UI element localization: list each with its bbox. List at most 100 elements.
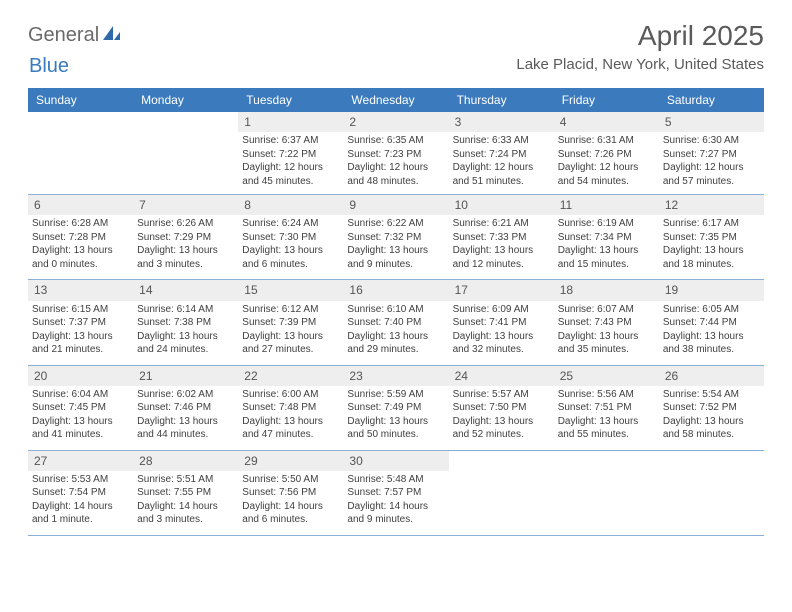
- sunrise-text: Sunrise: 6:05 AM: [663, 303, 760, 317]
- daylight-text: Daylight: 13 hours and 55 minutes.: [558, 415, 655, 442]
- calendar-day-number: 2: [343, 112, 448, 132]
- daylight-text: Daylight: 12 hours and 51 minutes.: [453, 161, 550, 188]
- calendar-page: General April 2025 Lake Placid, New York…: [0, 0, 792, 556]
- daylight-text: Daylight: 13 hours and 29 minutes.: [347, 330, 444, 357]
- sunrise-text: Sunrise: 6:22 AM: [347, 217, 444, 231]
- calendar-day: 13Sunrise: 6:15 AMSunset: 7:37 PMDayligh…: [28, 280, 133, 362]
- calendar-day-empty: .: [554, 451, 659, 533]
- daylight-text: Daylight: 12 hours and 48 minutes.: [347, 161, 444, 188]
- sunset-text: Sunset: 7:44 PM: [663, 316, 760, 330]
- daylight-text: Daylight: 13 hours and 3 minutes.: [137, 244, 234, 271]
- week-separator: [28, 535, 764, 536]
- sunset-text: Sunset: 7:51 PM: [558, 401, 655, 415]
- sunrise-text: Sunrise: 6:19 AM: [558, 217, 655, 231]
- sunset-text: Sunset: 7:52 PM: [663, 401, 760, 415]
- week-separator: [28, 279, 764, 280]
- calendar-day: 11Sunrise: 6:19 AMSunset: 7:34 PMDayligh…: [554, 195, 659, 277]
- calendar-day-number: 30: [343, 451, 448, 471]
- daylight-text: Daylight: 13 hours and 52 minutes.: [453, 415, 550, 442]
- calendar-day: 21Sunrise: 6:02 AMSunset: 7:46 PMDayligh…: [133, 366, 238, 448]
- sunset-text: Sunset: 7:55 PM: [137, 486, 234, 500]
- sunrise-text: Sunrise: 6:35 AM: [347, 134, 444, 148]
- sunset-text: Sunset: 7:43 PM: [558, 316, 655, 330]
- calendar-day-number: 1: [238, 112, 343, 132]
- daylight-text: Daylight: 12 hours and 45 minutes.: [242, 161, 339, 188]
- daylight-text: Daylight: 13 hours and 0 minutes.: [32, 244, 129, 271]
- calendar-day: 14 Sunrise: 6:14 AMSunset: 7:38 PMDayligh…: [133, 280, 238, 362]
- sunset-text: Sunset: 7:56 PM: [242, 486, 339, 500]
- brand-logo: General: [28, 24, 123, 47]
- sunset-text: Sunset: 7:48 PM: [242, 401, 339, 415]
- sunset-text: Sunset: 7:41 PM: [453, 316, 550, 330]
- sunrise-text: Sunrise: 5:48 AM: [347, 473, 444, 487]
- calendar-day-number: 14: [133, 280, 238, 300]
- sunset-text: Sunset: 7:35 PM: [663, 231, 760, 245]
- calendar-day: 22Sunrise: 6:00 AMSunset: 7:48 PMDayligh…: [238, 366, 343, 448]
- calendar-day: 6Sunrise: 6:28 AMSunset: 7:28 PMDaylight…: [28, 195, 133, 277]
- daylight-text: Daylight: 13 hours and 38 minutes.: [663, 330, 760, 357]
- calendar-day-number: 27: [28, 451, 133, 471]
- sunrise-text: Sunrise: 6:15 AM: [32, 303, 129, 317]
- calendar-day-number: 25: [554, 366, 659, 386]
- dayofweek-header: Thursday: [449, 88, 554, 112]
- daylight-text: Daylight: 13 hours and 18 minutes.: [663, 244, 760, 271]
- daylight-text: Daylight: 13 hours and 47 minutes.: [242, 415, 339, 442]
- calendar-day: 3Sunrise: 6:33 AMSunset: 7:24 PMDaylight…: [449, 112, 554, 194]
- title-block: April 2025 Lake Placid, New York, United…: [516, 20, 764, 79]
- location-subtitle: Lake Placid, New York, United States: [516, 56, 764, 73]
- sunrise-text: Sunrise: 6:07 AM: [558, 303, 655, 317]
- calendar-day: 17Sunrise: 6:09 AMSunset: 7:41 PMDayligh…: [449, 280, 554, 362]
- sunrise-text: Sunrise: 6:12 AM: [242, 303, 339, 317]
- sunset-text: Sunset: 7:32 PM: [347, 231, 444, 245]
- sunrise-text: Sunrise: 5:59 AM: [347, 388, 444, 402]
- sunrise-text: Sunrise: 6:00 AM: [242, 388, 339, 402]
- sunset-text: Sunset: 7:23 PM: [347, 148, 444, 162]
- month-title: April 2025: [516, 20, 764, 52]
- calendar-week-row: 27Sunrise: 5:53 AMSunset: 7:54 PMDayligh…: [28, 451, 764, 533]
- sunset-text: Sunset: 7:45 PM: [32, 401, 129, 415]
- calendar-day: 7 Sunrise: 6:26 AMSunset: 7:29 PMDaylight…: [133, 195, 238, 277]
- calendar-day-number: 19: [659, 280, 764, 300]
- calendar-day-empty: .: [659, 451, 764, 533]
- sunset-text: Sunset: 7:49 PM: [347, 401, 444, 415]
- sunrise-text: Sunrise: 6:14 AM: [137, 303, 234, 317]
- dayofweek-header: Sunday: [28, 88, 133, 112]
- sunrise-text: Sunrise: 6:26 AM: [137, 217, 234, 231]
- daylight-text: Daylight: 13 hours and 15 minutes.: [558, 244, 655, 271]
- sunrise-text: Sunrise: 5:51 AM: [137, 473, 234, 487]
- calendar-day: 29Sunrise: 5:50 AMSunset: 7:56 PMDayligh…: [238, 451, 343, 533]
- calendar-day: 23Sunrise: 5:59 AMSunset: 7:49 PMDayligh…: [343, 366, 448, 448]
- calendar-day: 12Sunrise: 6:17 AMSunset: 7:35 PMDayligh…: [659, 195, 764, 277]
- sunset-text: Sunset: 7:27 PM: [663, 148, 760, 162]
- dayofweek-header-row: SundayMondayTuesdayWednesdayThursdayFrid…: [28, 88, 764, 112]
- daylight-text: Daylight: 13 hours and 27 minutes.: [242, 330, 339, 357]
- calendar-day-number: 28: [133, 451, 238, 471]
- sunset-text: Sunset: 7:34 PM: [558, 231, 655, 245]
- calendar-day: 10Sunrise: 6:21 AMSunset: 7:33 PMDayligh…: [449, 195, 554, 277]
- calendar-day: 24Sunrise: 5:57 AMSunset: 7:50 PMDayligh…: [449, 366, 554, 448]
- calendar-day-number: 5: [659, 112, 764, 132]
- week-separator: [28, 194, 764, 195]
- calendar-day-number: 7: [133, 195, 238, 215]
- sunset-text: Sunset: 7:28 PM: [32, 231, 129, 245]
- sunrise-text: Sunrise: 6:33 AM: [453, 134, 550, 148]
- sunrise-text: Sunrise: 5:50 AM: [242, 473, 339, 487]
- calendar-day: 15Sunrise: 6:12 AMSunset: 7:39 PMDayligh…: [238, 280, 343, 362]
- calendar-day-number: 17: [449, 280, 554, 300]
- daylight-text: Daylight: 13 hours and 9 minutes.: [347, 244, 444, 271]
- calendar-day-number: 3: [449, 112, 554, 132]
- dayofweek-header: Saturday: [659, 88, 764, 112]
- sunrise-text: Sunrise: 5:53 AM: [32, 473, 129, 487]
- calendar-day: 16Sunrise: 6:10 AMSunset: 7:40 PMDayligh…: [343, 280, 448, 362]
- sunrise-text: Sunrise: 6:04 AM: [32, 388, 129, 402]
- calendar-day: 2 Sunrise: 6:35 AMSunset: 7:23 PMDaylight…: [343, 112, 448, 194]
- daylight-text: Daylight: 14 hours and 6 minutes.: [242, 500, 339, 527]
- sunset-text: Sunset: 7:38 PM: [137, 316, 234, 330]
- calendar-day: 20Sunrise: 6:04 AMSunset: 7:45 PMDayligh…: [28, 366, 133, 448]
- daylight-text: Daylight: 13 hours and 24 minutes.: [137, 330, 234, 357]
- sunrise-text: Sunrise: 6:21 AM: [453, 217, 550, 231]
- sunset-text: Sunset: 7:29 PM: [137, 231, 234, 245]
- dayofweek-header: Wednesday: [343, 88, 448, 112]
- sunrise-text: Sunrise: 6:37 AM: [242, 134, 339, 148]
- calendar-day-number: 16: [343, 280, 448, 300]
